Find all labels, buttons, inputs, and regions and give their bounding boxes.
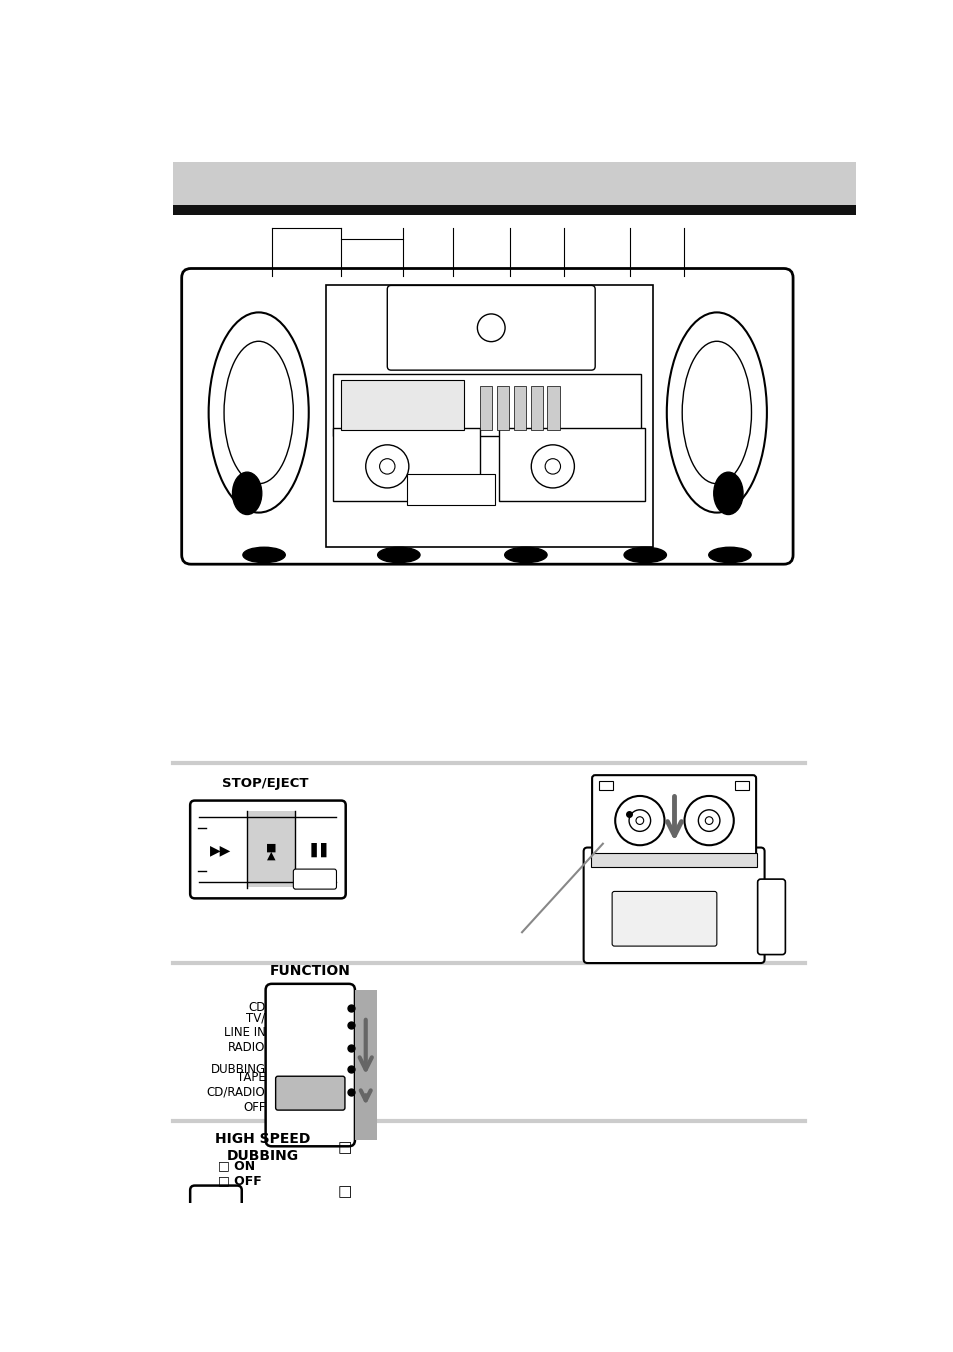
Ellipse shape <box>233 472 261 515</box>
Text: STOP/EJECT: STOP/EJECT <box>221 777 308 790</box>
Ellipse shape <box>623 548 666 562</box>
Text: RADIO: RADIO <box>228 1041 265 1055</box>
Ellipse shape <box>681 341 751 484</box>
Text: DUBBING: DUBBING <box>211 1063 265 1076</box>
Ellipse shape <box>209 312 309 512</box>
Ellipse shape <box>666 312 766 512</box>
FancyBboxPatch shape <box>293 869 336 890</box>
Text: HIGH SPEED
DUBBING: HIGH SPEED DUBBING <box>214 1133 310 1163</box>
Text: ▶▶: ▶▶ <box>210 842 232 857</box>
Circle shape <box>476 314 504 342</box>
Circle shape <box>544 458 560 475</box>
FancyBboxPatch shape <box>197 1225 234 1260</box>
Bar <box>498 427 644 502</box>
FancyBboxPatch shape <box>387 285 595 370</box>
Circle shape <box>365 445 409 488</box>
Bar <box>333 427 479 502</box>
Ellipse shape <box>243 548 285 562</box>
Bar <box>355 990 376 1140</box>
Bar <box>248 811 294 887</box>
Circle shape <box>628 810 650 831</box>
Text: ■: ■ <box>266 842 276 853</box>
Text: ▐▐: ▐▐ <box>306 842 327 857</box>
Bar <box>513 385 525 430</box>
FancyBboxPatch shape <box>190 1186 241 1272</box>
Bar <box>325 285 652 548</box>
Ellipse shape <box>377 548 419 562</box>
Bar <box>341 380 464 430</box>
Bar <box>598 780 612 790</box>
FancyBboxPatch shape <box>592 775 756 859</box>
Circle shape <box>615 796 664 845</box>
Circle shape <box>636 817 643 825</box>
FancyBboxPatch shape <box>757 879 784 955</box>
Bar <box>406 475 495 504</box>
Bar <box>173 162 856 207</box>
Bar <box>333 375 640 435</box>
Circle shape <box>684 796 733 845</box>
Bar <box>530 385 542 430</box>
Bar <box>735 780 748 790</box>
Circle shape <box>704 817 712 825</box>
Text: TV/
LINE IN: TV/ LINE IN <box>224 1011 265 1040</box>
FancyBboxPatch shape <box>181 269 792 564</box>
Text: ▲: ▲ <box>267 850 275 860</box>
FancyBboxPatch shape <box>583 848 763 963</box>
Circle shape <box>531 445 574 488</box>
Text: □ ON: □ ON <box>217 1159 254 1172</box>
FancyBboxPatch shape <box>265 984 355 1146</box>
Bar <box>479 385 492 430</box>
Bar <box>497 385 508 430</box>
FancyBboxPatch shape <box>612 891 716 946</box>
Text: CD: CD <box>248 1002 265 1014</box>
Bar <box>591 853 756 867</box>
Bar <box>547 385 559 430</box>
Text: □: □ <box>337 1140 352 1156</box>
Bar <box>173 206 856 215</box>
Text: TAPE
CD/RADIO
OFF: TAPE CD/RADIO OFF <box>207 1071 265 1114</box>
Text: □ OFF: □ OFF <box>217 1175 261 1187</box>
Bar <box>191 277 329 554</box>
Text: □: □ <box>337 1184 352 1199</box>
Ellipse shape <box>504 548 546 562</box>
Text: FUNCTION: FUNCTION <box>270 964 351 979</box>
Circle shape <box>379 458 395 475</box>
FancyBboxPatch shape <box>190 800 345 898</box>
Ellipse shape <box>713 472 742 515</box>
Ellipse shape <box>708 548 750 562</box>
FancyBboxPatch shape <box>275 1076 345 1110</box>
Circle shape <box>698 810 720 831</box>
Ellipse shape <box>224 341 293 484</box>
Bar <box>648 277 783 554</box>
